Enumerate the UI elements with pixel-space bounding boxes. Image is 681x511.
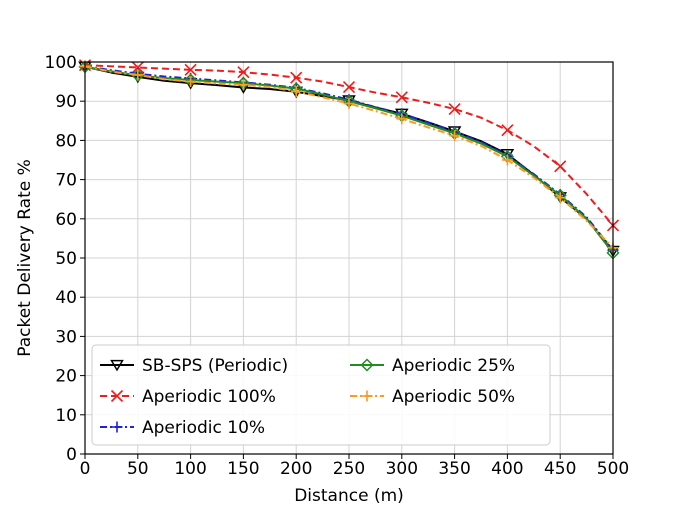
legend: SB-SPS (Periodic) Aperiodic 100% Aperiodic… bbox=[91, 344, 551, 446]
x-tick-label: 0 bbox=[80, 459, 91, 479]
legend-item: Aperiodic 25% bbox=[350, 356, 515, 376]
y-tick-label: 60 bbox=[55, 210, 77, 230]
y-axis-label: Packet Delivery Rate % bbox=[15, 159, 35, 357]
legend-label: Aperiodic 100% bbox=[142, 387, 276, 407]
y-tick-label: 10 bbox=[55, 406, 77, 426]
x-tick-label: 350 bbox=[438, 459, 470, 479]
x-tick-label: 200 bbox=[280, 459, 312, 479]
data-point bbox=[396, 113, 408, 125]
y-tick-label: 80 bbox=[55, 131, 77, 151]
legend-item: Aperiodic 10% bbox=[100, 418, 265, 438]
data-point bbox=[449, 130, 461, 142]
data-point bbox=[185, 76, 197, 88]
series-4 bbox=[79, 60, 619, 254]
data-point bbox=[554, 160, 567, 173]
legend-box bbox=[91, 344, 551, 446]
y-tick-label: 40 bbox=[55, 288, 77, 308]
data-point bbox=[237, 79, 249, 91]
legend-marker bbox=[110, 359, 124, 372]
data-point bbox=[343, 98, 355, 110]
data-point bbox=[501, 124, 514, 137]
y-tick-label: 20 bbox=[55, 367, 77, 387]
y-tick-label: 30 bbox=[55, 327, 77, 347]
x-tick-label: 450 bbox=[544, 459, 576, 479]
legend-item: SB-SPS (Periodic) bbox=[100, 356, 288, 376]
data-point bbox=[131, 61, 144, 74]
x-tick-label: 50 bbox=[127, 459, 149, 479]
data-point bbox=[184, 63, 197, 76]
x-tick-label: 100 bbox=[174, 459, 206, 479]
legend-item: Aperiodic 50% bbox=[350, 387, 515, 407]
legend-label: Aperiodic 25% bbox=[392, 356, 515, 376]
data-point bbox=[290, 85, 302, 97]
x-tick-label: 150 bbox=[227, 459, 259, 479]
x-axis-label: Distance (m) bbox=[294, 486, 404, 506]
data-point bbox=[395, 91, 408, 104]
y-tick-label: 90 bbox=[55, 92, 77, 112]
y-tick-label: 70 bbox=[55, 171, 77, 191]
x-tick-label: 250 bbox=[333, 459, 365, 479]
x-tick-label: 500 bbox=[597, 459, 629, 479]
y-tick-label: 100 bbox=[45, 53, 77, 73]
legend-marker bbox=[360, 358, 374, 372]
data-point bbox=[501, 154, 513, 166]
legend-label: SB-SPS (Periodic) bbox=[142, 356, 288, 376]
legend-marker bbox=[361, 390, 373, 402]
axis-ticks: 0 50 100 150 200 250 300 350 400 450 500 0 10 20 30 40 5… bbox=[45, 53, 630, 479]
legend-item: Aperiodic 100% bbox=[100, 387, 276, 407]
data-point bbox=[290, 71, 303, 84]
legend-label: Aperiodic 50% bbox=[392, 387, 515, 407]
series-layer bbox=[78, 59, 620, 260]
legend-marker bbox=[110, 389, 124, 403]
y-tick-label: 0 bbox=[66, 445, 77, 465]
x-tick-label: 300 bbox=[386, 459, 418, 479]
data-point bbox=[554, 192, 566, 204]
data-point bbox=[342, 81, 356, 94]
data-point bbox=[237, 66, 250, 79]
data-point bbox=[448, 102, 461, 116]
legend-label: Aperiodic 10% bbox=[142, 418, 265, 438]
x-tick-label: 400 bbox=[491, 459, 523, 479]
legend-marker bbox=[111, 421, 123, 433]
series-line bbox=[84, 65, 614, 249]
data-point bbox=[132, 69, 144, 81]
y-tick-label: 50 bbox=[55, 249, 77, 269]
